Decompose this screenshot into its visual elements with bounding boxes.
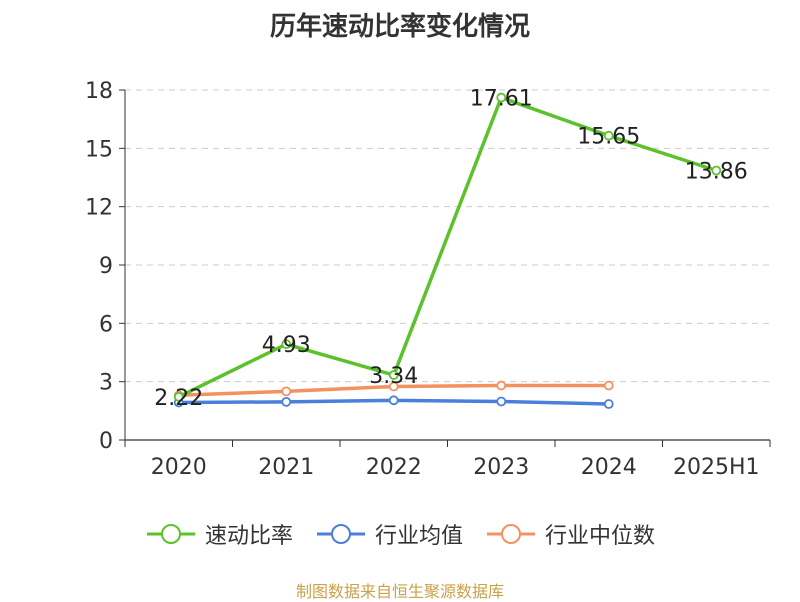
x-tick-label: 2025H1 <box>673 455 760 480</box>
y-tick-label: 3 <box>99 371 113 396</box>
legend-item[interactable]: 行业中位数 <box>485 518 655 550</box>
data-label: 3.34 <box>369 364 418 389</box>
y-tick-label: 18 <box>85 79 113 104</box>
data-label: 13.86 <box>685 160 748 185</box>
data-point <box>281 396 292 407</box>
data-label: 15.65 <box>577 125 640 150</box>
source-footer: 制图数据来自恒生聚源数据库 <box>295 582 504 601</box>
data-label: 2.22 <box>154 386 203 411</box>
data-point <box>281 386 292 397</box>
x-tick-label: 2023 <box>473 455 529 480</box>
y-tick-label: 9 <box>99 254 113 279</box>
axes: 0 3 6 9 12 15 18 2020 2021 2022 2023 2024 2025H1 <box>85 79 771 480</box>
legend-item[interactable]: 速动比率 <box>145 518 293 550</box>
series <box>173 92 722 409</box>
series-line <box>177 95 717 399</box>
legend-label: 行业中位数 <box>545 524 656 549</box>
data-point <box>603 380 614 391</box>
data-point <box>496 396 507 407</box>
grid-lines <box>125 89 770 383</box>
data-point <box>388 370 399 380</box>
data-point <box>496 92 507 103</box>
legend-marker-icon <box>146 524 195 544</box>
legend: 速动比率 行业均值 行业中位数 <box>0 518 800 550</box>
y-tick-label: 0 <box>99 429 113 454</box>
legend-circle <box>501 524 521 544</box>
y-tick-label: 15 <box>85 137 113 162</box>
y-tick-label: 6 <box>99 312 113 337</box>
data-point <box>711 165 722 176</box>
data-point <box>388 395 399 406</box>
legend-marker-icon <box>316 524 365 544</box>
chart-title: 历年速动比率变化情况 <box>269 12 530 42</box>
data-label: 17.61 <box>470 87 533 112</box>
data-point <box>603 399 614 409</box>
legend-circle <box>330 524 351 544</box>
data-point <box>496 380 507 391</box>
data-point <box>388 381 399 392</box>
data-point <box>173 391 184 402</box>
legend-item[interactable]: 行业均值 <box>315 518 463 550</box>
x-tick-label: 2022 <box>366 455 422 480</box>
legend-marker-icon <box>487 524 535 544</box>
legend-label: 速动比率 <box>204 524 293 549</box>
data-point <box>603 130 614 141</box>
x-tick-label: 2024 <box>581 455 637 480</box>
data-label: 4.93 <box>262 333 311 358</box>
data-labels: 2.22 4.93 3.34 17.61 15.65 13.86 <box>154 87 747 411</box>
legend-label: 行业均值 <box>374 524 463 549</box>
y-tick-label: 12 <box>85 196 113 221</box>
x-tick-label: 2021 <box>258 455 314 480</box>
data-point <box>281 339 292 350</box>
legend-circle <box>160 524 181 544</box>
x-tick-label: 2020 <box>151 455 207 480</box>
